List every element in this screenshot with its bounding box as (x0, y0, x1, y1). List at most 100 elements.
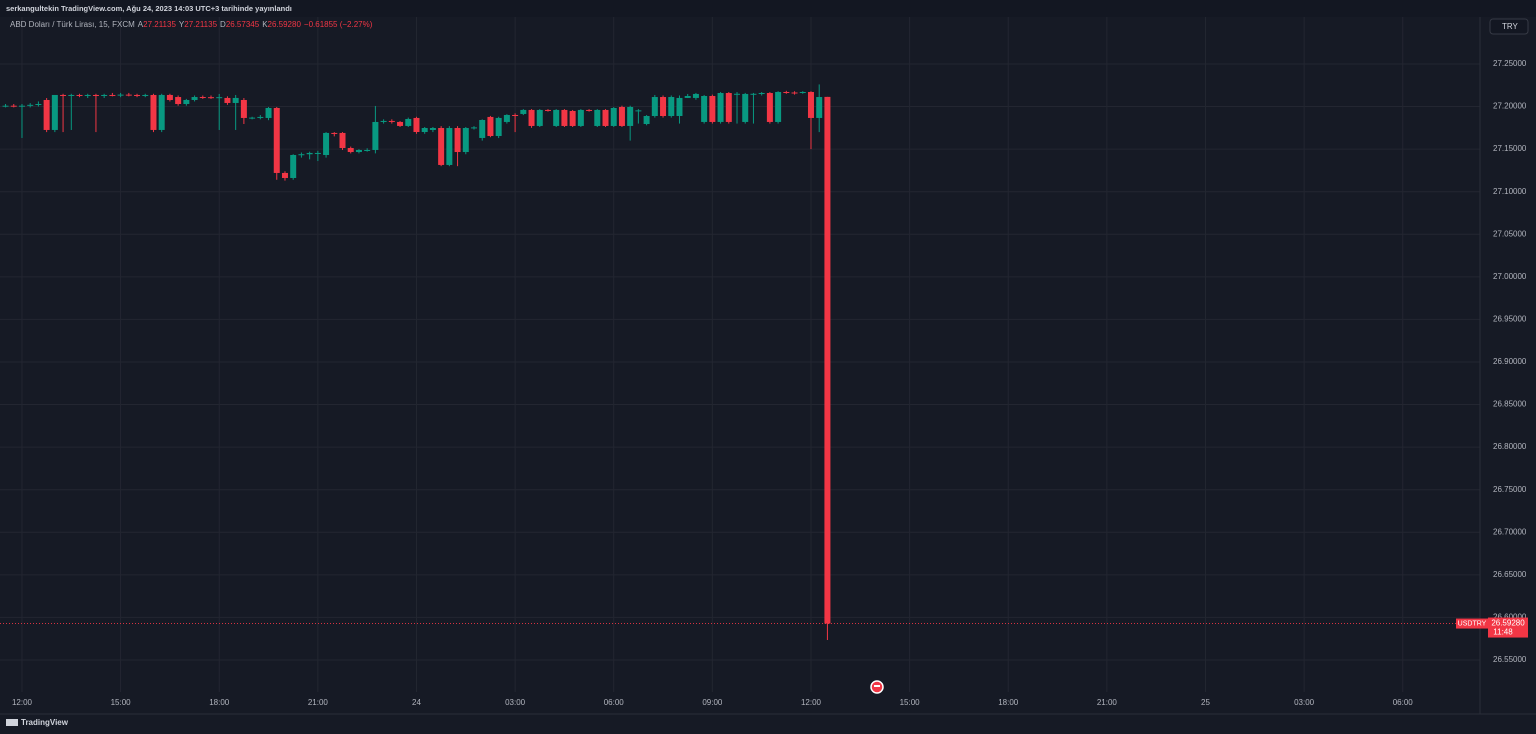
legend-value: 26.57345 (226, 20, 260, 29)
candle-body (569, 110, 576, 126)
candle-body (183, 99, 190, 104)
x-tick-label: 24 (412, 698, 421, 707)
x-tick-label: 18:00 (209, 698, 230, 707)
legend-change: −0.61855 (−2.27%) (304, 20, 373, 29)
candle-body (742, 93, 749, 122)
y-tick-label: 26.75000 (1493, 485, 1527, 494)
x-tick-label: 09:00 (702, 698, 723, 707)
candle-body (224, 97, 231, 103)
header-bar (0, 0, 1536, 17)
y-tick-label: 27.15000 (1493, 144, 1527, 153)
candle-body (208, 97, 215, 99)
candle-body (668, 97, 675, 117)
candle-body (701, 95, 708, 122)
candle-body (783, 91, 790, 93)
y-tick-label: 26.70000 (1493, 527, 1527, 536)
candle-body (553, 109, 560, 126)
candle-body (446, 128, 453, 165)
candle-body (734, 93, 741, 95)
candle-body (684, 95, 691, 98)
candle-body (2, 105, 9, 107)
candle-body (405, 118, 412, 126)
candle-body (323, 132, 330, 155)
candle-body (51, 94, 58, 130)
candle-body (487, 116, 494, 137)
candle-body (257, 116, 264, 118)
y-tick-label: 26.65000 (1493, 570, 1527, 579)
candle-body (429, 128, 436, 130)
candle-body (68, 94, 75, 96)
candle-body (602, 109, 609, 126)
candle-body (709, 95, 716, 122)
legend-value: 27.21135 (184, 20, 217, 29)
y-tick-label: 27.05000 (1493, 229, 1527, 238)
candle-body (27, 104, 34, 106)
symbol-title: ABD Doları / Türk Lirası, 15, FXCM (10, 20, 135, 29)
x-tick-label: 15:00 (111, 698, 132, 707)
candle-body (512, 114, 519, 117)
x-tick-label: 21:00 (308, 698, 329, 707)
candle-body (577, 109, 584, 126)
candle-body (150, 94, 157, 130)
candle-body (199, 97, 206, 99)
candle-body (240, 99, 247, 118)
candle-body (388, 120, 395, 122)
candle-body (676, 97, 683, 117)
candle-body (610, 107, 617, 126)
candle-body (561, 109, 568, 126)
x-tick-label: 18:00 (998, 698, 1019, 707)
candle-body (142, 94, 149, 96)
legend-value: 27.21135 (143, 20, 176, 29)
candle-body (635, 110, 642, 112)
candle-body (791, 92, 798, 94)
y-tick-label: 27.10000 (1493, 187, 1527, 196)
x-tick-label: 12:00 (12, 698, 33, 707)
x-tick-label: 15:00 (900, 698, 921, 707)
candle-body (166, 94, 173, 100)
candle-body (10, 105, 17, 107)
candle-body (331, 132, 338, 134)
candle-body (43, 99, 50, 130)
event-flag (874, 685, 880, 687)
candle-body (479, 120, 486, 138)
symbol-tag-label: USDTRY (1458, 620, 1487, 627)
currency-label[interactable]: TRY (1502, 22, 1519, 31)
y-tick-label: 26.85000 (1493, 400, 1527, 409)
candle-body (627, 106, 634, 126)
candle-body (775, 91, 782, 122)
candle-body (643, 116, 650, 125)
candle-body (528, 109, 535, 126)
candle-body (766, 93, 773, 122)
y-tick-label: 27.20000 (1493, 102, 1527, 111)
logo-text: TradingView (21, 718, 69, 727)
y-tick-label: 26.60000 (1493, 613, 1527, 622)
candle-body (421, 128, 428, 133)
x-tick-label: 06:00 (1393, 698, 1414, 707)
candle-body (692, 93, 699, 98)
candle-body (364, 149, 371, 151)
currency-button[interactable] (1489, 18, 1529, 35)
y-tick-label: 26.80000 (1493, 442, 1527, 451)
candle-body (125, 94, 132, 96)
candle-body (273, 107, 280, 173)
candle-body (290, 154, 297, 178)
candle-body (158, 94, 165, 130)
y-tick-label: 26.90000 (1493, 357, 1527, 366)
logo-icon (6, 719, 18, 726)
countdown-label: 11:48 (1493, 628, 1513, 637)
candle-body (397, 121, 404, 126)
candle-body (758, 93, 765, 95)
candle-body (750, 93, 757, 95)
candle-body (454, 128, 461, 153)
candle-body (380, 120, 387, 122)
price-tag-label: 26.59280 (1491, 619, 1525, 628)
candle-body (175, 97, 182, 104)
candle-body (594, 109, 601, 126)
legend-key: D (220, 20, 226, 29)
candle-body (35, 103, 42, 105)
candle-body (281, 172, 288, 178)
candle-body (92, 94, 99, 96)
candle-body (536, 109, 543, 126)
